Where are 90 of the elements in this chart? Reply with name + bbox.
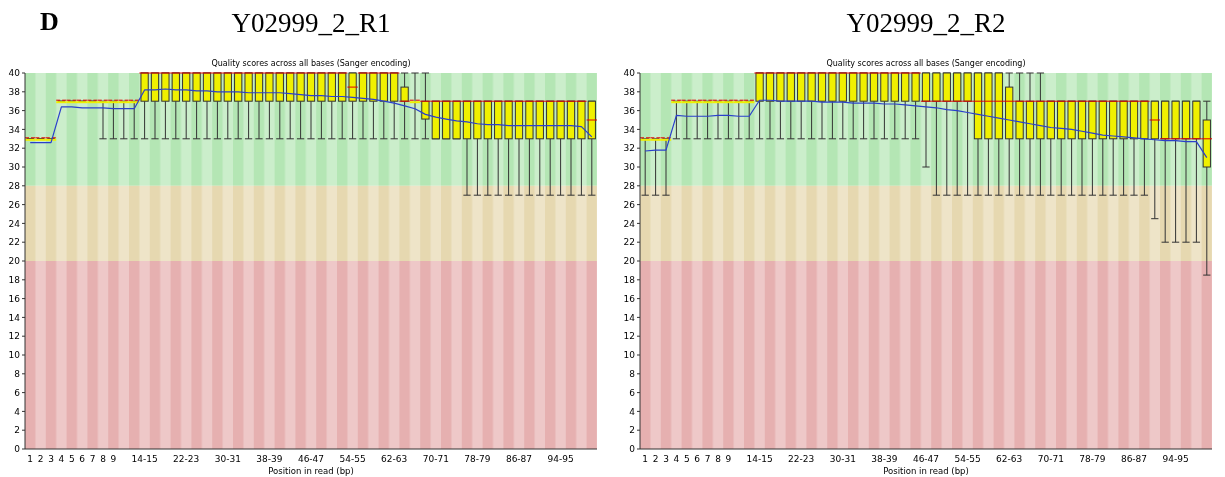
x-tick-label: 78-79: [1079, 454, 1106, 464]
x-axis-title: Position in read (bp): [883, 466, 969, 476]
x-tick-label: 14-15: [746, 454, 773, 464]
y-tick-label: 0: [14, 444, 21, 455]
x-tick-label: 6: [694, 454, 701, 464]
y-tick-label: 40: [623, 68, 636, 79]
x-tick-label: 1: [642, 454, 649, 464]
y-tick-label: 2: [14, 425, 20, 436]
x-tick-label: 7: [704, 454, 711, 464]
x-tick-label: 30-31: [214, 454, 241, 464]
y-tick-label: 24: [623, 218, 636, 229]
y-tick-label: 0: [629, 444, 636, 455]
y-tick-label: 26: [623, 199, 636, 210]
x-tick-label: 70-71: [422, 454, 449, 464]
y-tick-label: 36: [623, 105, 636, 116]
y-tick-label: 14: [623, 312, 636, 323]
y-tick-label: 30: [623, 162, 636, 173]
x-tick-label: 3: [48, 454, 54, 464]
x-tick-label: 94-95: [547, 454, 574, 464]
x-tick-label: 2: [37, 454, 44, 464]
x-tick-label: 9: [725, 454, 732, 464]
x-tick-label: 5: [683, 454, 690, 464]
x-tick-label: 14-15: [131, 454, 158, 464]
x-tick-label: 86-87: [1120, 454, 1148, 464]
x-tick-label: 54-55: [954, 454, 981, 464]
y-tick-label: 32: [8, 143, 20, 154]
y-tick-label: 2: [629, 425, 635, 436]
y-tick-label: 12: [8, 331, 20, 342]
y-tick-label: 24: [8, 218, 21, 229]
y-tick-label: 4: [629, 406, 636, 417]
y-tick-label: 18: [8, 274, 21, 285]
x-tick-label: 7: [89, 454, 96, 464]
x-tick-label: 54-55: [339, 454, 366, 464]
chart-subtitle: Quality scores across all bases (Sanger encoding): [826, 59, 1026, 68]
x-axis-title: Position in read (bp): [268, 466, 354, 476]
x-tick-label: 46-47: [297, 454, 325, 464]
y-tick-label: 22: [8, 237, 20, 248]
x-tick-label: 22-23: [173, 454, 200, 464]
chart-title: Y02999_2_R1: [231, 8, 391, 38]
x-tick-label: 38-39: [256, 454, 283, 464]
x-tick-label: 78-79: [464, 454, 491, 464]
x-tick-label: 8: [715, 454, 722, 464]
y-tick-label: 32: [623, 143, 635, 154]
y-tick-label: 28: [623, 180, 636, 191]
x-tick-label: 94-95: [1162, 454, 1189, 464]
line-series: [644, 99, 1208, 159]
y-tick-label: 10: [8, 350, 21, 361]
y-tick-label: 20: [623, 256, 636, 267]
x-tick-label: 30-31: [829, 454, 856, 464]
x-tick-label: 70-71: [1037, 454, 1064, 464]
x-tick-label: 62-63: [381, 454, 408, 464]
x-tick-label: 8: [100, 454, 107, 464]
chart-title: Y02999_2_R2: [846, 8, 1006, 38]
y-tick-label: 20: [8, 256, 21, 267]
y-tick-label: 28: [8, 180, 21, 191]
y-tick-label: 10: [623, 350, 636, 361]
y-tick-label: 34: [623, 124, 636, 135]
text: D: [40, 7, 59, 36]
y-tick-label: 38: [623, 86, 636, 97]
y-tick-label: 16: [623, 293, 636, 304]
x-tick-label: 5: [68, 454, 75, 464]
x-tick-label: 4: [58, 454, 65, 464]
y-tick-label: 8: [14, 368, 21, 379]
x-tick-label: 38-39: [871, 454, 898, 464]
y-tick-label: 14: [8, 312, 21, 323]
x-tick-label: 46-47: [912, 454, 940, 464]
y-tick-label: 30: [8, 162, 21, 173]
y-tick-label: 6: [14, 387, 21, 398]
y-tick-label: 22: [623, 237, 635, 248]
x-tick-label: 62-63: [996, 454, 1023, 464]
y-tick-label: 34: [8, 124, 21, 135]
y-tick-label: 18: [623, 274, 636, 285]
x-tick-label: 3: [663, 454, 669, 464]
y-tick-label: 12: [623, 331, 635, 342]
y-tick-label: 8: [629, 368, 636, 379]
y-tick-label: 16: [8, 293, 21, 304]
y-tick-label: 40: [8, 68, 21, 79]
y-tick-label: 6: [629, 387, 636, 398]
x-tick-label: 6: [79, 454, 86, 464]
x-tick-label: 2: [652, 454, 659, 464]
y-tick-label: 38: [8, 86, 21, 97]
chart-subtitle: Quality scores across all bases (Sanger encoding): [211, 59, 411, 68]
y-tick-label: 4: [14, 406, 21, 417]
x-tick-label: 1: [27, 454, 34, 464]
x-tick-label: 9: [110, 454, 117, 464]
x-tick-label: 86-87: [505, 454, 533, 464]
y-tick-label: 26: [8, 199, 21, 210]
y-tick-label: 36: [8, 105, 21, 116]
x-tick-label: 22-23: [788, 454, 815, 464]
x-tick-label: 4: [673, 454, 680, 464]
